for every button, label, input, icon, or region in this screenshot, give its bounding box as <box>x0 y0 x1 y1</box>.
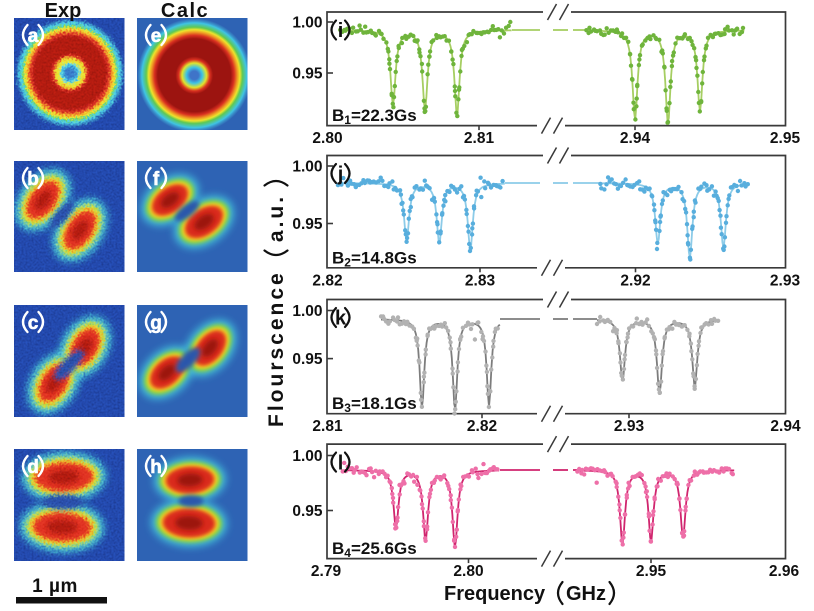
svg-text:1.00: 1.00 <box>292 303 322 320</box>
svg-text:2.96: 2.96 <box>769 563 800 580</box>
svg-text:Frequency: Frequency <box>444 583 546 605</box>
svg-text:2.81: 2.81 <box>312 418 343 435</box>
svg-text:a.u.: a.u. <box>265 194 288 242</box>
svg-text:a: a <box>28 26 39 47</box>
svg-text:0.95: 0.95 <box>292 216 323 233</box>
svg-text:d: d <box>27 457 39 478</box>
svg-text:e: e <box>151 26 162 47</box>
svg-text:2.92: 2.92 <box>620 272 650 289</box>
svg-text:2.81: 2.81 <box>464 130 495 147</box>
svg-text:2.83: 2.83 <box>465 272 496 289</box>
svg-text:0.95: 0.95 <box>292 351 323 368</box>
svg-text:2.94: 2.94 <box>770 418 801 435</box>
svg-text:2.95: 2.95 <box>636 563 667 580</box>
svg-text:2.82: 2.82 <box>467 418 497 435</box>
svg-text:B4=25.6Gs: B4=25.6Gs <box>332 539 417 560</box>
svg-text:k: k <box>335 308 347 330</box>
svg-text:g: g <box>150 313 162 334</box>
svg-text:f: f <box>153 169 160 190</box>
svg-text:2.95: 2.95 <box>770 130 801 147</box>
svg-text:1 µm: 1 µm <box>32 576 78 597</box>
svg-text:1.00: 1.00 <box>292 15 322 32</box>
svg-text:l: l <box>338 452 344 474</box>
svg-text:2.80: 2.80 <box>453 563 483 580</box>
svg-text:j: j <box>337 164 344 186</box>
svg-text:2.80: 2.80 <box>312 130 342 147</box>
svg-text:h: h <box>150 457 162 478</box>
svg-text:B1=22.3Gs: B1=22.3Gs <box>332 106 417 127</box>
svg-text:0.95: 0.95 <box>292 66 323 83</box>
svg-text:B3=18.1Gs: B3=18.1Gs <box>332 394 417 415</box>
svg-text:Calc: Calc <box>161 0 209 22</box>
svg-text:1.00: 1.00 <box>292 159 322 176</box>
svg-text:0.95: 0.95 <box>292 503 323 520</box>
svg-text:1.00: 1.00 <box>292 448 322 465</box>
svg-text:GHz: GHz <box>566 583 606 605</box>
svg-text:Flourscence: Flourscence <box>265 270 288 427</box>
svg-text:2.79: 2.79 <box>311 563 342 580</box>
svg-text:B2=14.8Gs: B2=14.8Gs <box>332 248 417 269</box>
svg-text:b: b <box>27 169 39 190</box>
svg-text:i: i <box>338 20 344 42</box>
svg-text:2.82: 2.82 <box>312 272 342 289</box>
svg-text:c: c <box>28 313 39 334</box>
svg-text:2.94: 2.94 <box>620 130 651 147</box>
svg-text:2.93: 2.93 <box>614 418 645 435</box>
svg-text:2.93: 2.93 <box>770 272 801 289</box>
svg-text:Exp: Exp <box>45 0 82 22</box>
